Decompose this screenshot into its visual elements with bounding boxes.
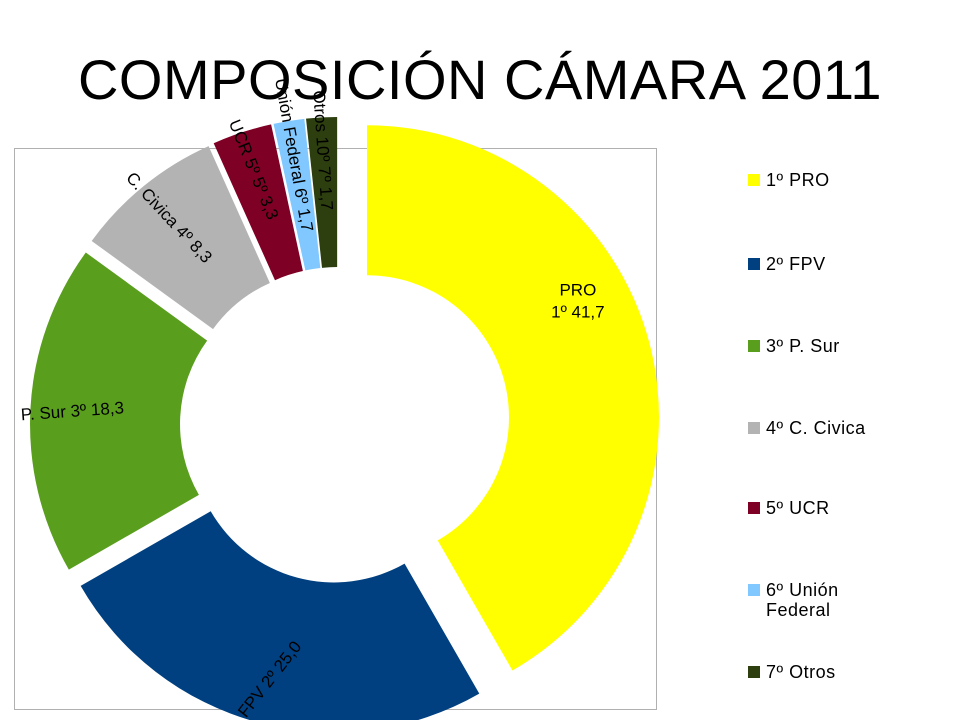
legend-item-fpv: 2º FPV	[748, 254, 896, 274]
legend-label: 4º C. Civica	[766, 418, 866, 438]
legend-swatch	[748, 584, 760, 596]
donut-slice-uni-n-federal	[273, 118, 321, 271]
donut-slice-ucr	[213, 124, 303, 281]
legend-swatch	[748, 666, 760, 678]
legend-swatch	[748, 174, 760, 186]
legend-label: 1º PRO	[766, 170, 830, 190]
legend-swatch	[748, 340, 760, 352]
legend-label: 5º UCR	[766, 498, 830, 518]
legend-swatch	[748, 422, 760, 434]
legend-label: 3º P. Sur	[766, 336, 840, 356]
donut-slice-pro	[366, 125, 659, 671]
legend-item-c-civica: 4º C. Civica	[748, 418, 896, 438]
legend-item-uni-n-federal: 6º Unión Federal	[748, 580, 896, 620]
chart-legend: 1º PRO 2º FPV 3º P. Sur 4º C. Civica 5º UCR 6…	[748, 0, 960, 720]
legend-item-ucr: 5º UCR	[748, 498, 896, 518]
legend-label: 7º Otros	[766, 662, 836, 682]
legend-label: 6º Unión Federal	[766, 580, 839, 620]
donut-slice-p-sur	[30, 252, 208, 570]
legend-swatch	[748, 258, 760, 270]
donut-slice-c-civica	[91, 146, 270, 330]
legend-item-otros: 7º Otros	[748, 662, 896, 682]
donut-slice-otros	[306, 117, 338, 268]
legend-item-pro: 1º PRO	[748, 170, 896, 190]
slide-title: COMPOSICIÓN CÁMARA 2011	[77, 48, 882, 111]
legend-item-p-sur: 3º P. Sur	[748, 336, 896, 356]
donut-slice-fpv	[80, 511, 480, 720]
legend-label: 2º FPV	[766, 254, 826, 274]
data-label-pro: PRO 1º 41,7	[551, 281, 604, 322]
legend-swatch	[748, 502, 760, 514]
